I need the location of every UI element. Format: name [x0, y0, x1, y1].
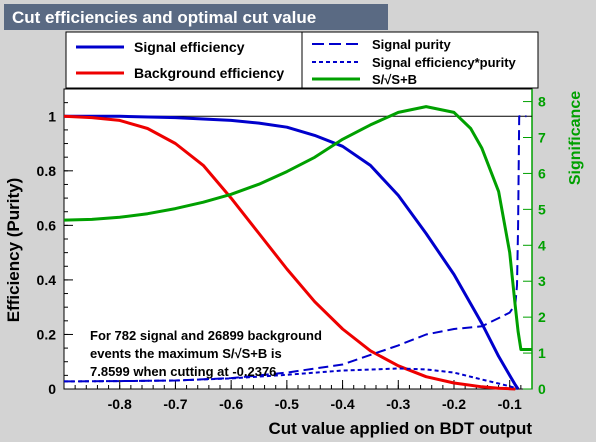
x-axis: -0.8 -0.7 -0.6 -0.5 -0.4 -0.3 -0.2 -0.1 — [63, 380, 522, 412]
y-axis-label: Efficiency (Purity) — [4, 178, 23, 323]
y2-axis-label: Significance — [567, 91, 584, 185]
series-line-1 — [63, 114, 516, 391]
chart-title: Cut efficiencies and optimal cut value — [12, 8, 316, 27]
x-tick-label-3: -0.5 — [275, 396, 299, 412]
x-axis-label: Cut value applied on BDT output — [269, 419, 533, 438]
series-line-0 — [64, 114, 520, 390]
y-tick-label-1: 0.2 — [37, 326, 57, 342]
title-box: Cut efficiencies and optimal cut value — [4, 4, 388, 30]
series-line-4 — [63, 105, 532, 351]
y-tick-label-4: 0.8 — [37, 163, 57, 179]
y-axis-left: 0 0.2 0.4 0.6 0.8 1 — [37, 102, 73, 397]
legend-label-significance: S/√S+B — [372, 72, 417, 87]
title-background — [4, 4, 388, 30]
legend-item-signal-efficiency-purity: Signal efficiency*purity — [312, 55, 517, 70]
legend: Signal efficiency Background efficiency … — [65, 31, 539, 89]
x-tick-label-4: -0.4 — [331, 396, 355, 412]
y2-tick-label-6: 6 — [538, 165, 546, 181]
legend-label-signal-purity: Signal purity — [372, 37, 452, 52]
y-tick-label-5: 1 — [48, 108, 56, 124]
y2-tick-label-2: 2 — [538, 309, 546, 325]
y2-tick-label-4: 4 — [538, 237, 546, 253]
legend-label-signal-efficiency: Signal efficiency — [134, 39, 245, 55]
y2-tick-label-1: 1 — [538, 345, 546, 361]
annotation-line-3: 7.8599 when cutting at -0.2376 — [90, 364, 276, 379]
y2-tick-label-7: 7 — [538, 130, 546, 146]
legend-label-background-efficiency: Background efficiency — [134, 65, 284, 81]
legend-label-signal-efficiency-purity: Signal efficiency*purity — [372, 55, 517, 70]
x-tick-label-6: -0.2 — [442, 396, 466, 412]
y-tick-label-0: 0 — [48, 381, 56, 397]
y2-tick-label-5: 5 — [538, 201, 546, 217]
annotation-line-2: events the maximum S/√S+B is — [90, 346, 282, 361]
y-tick-label-3: 0.6 — [37, 217, 57, 233]
y2-tick-label-0: 0 — [538, 381, 546, 397]
x-tick-label-7: -0.1 — [498, 396, 522, 412]
x-tick-label-0: -0.8 — [108, 396, 132, 412]
y-axis-right: 0 1 2 3 4 5 6 7 8 — [523, 89, 546, 397]
annotation-line-1: For 782 signal and 26899 background — [90, 328, 322, 343]
annotation: For 782 signal and 26899 background even… — [90, 328, 322, 379]
x-tick-label-5: -0.3 — [386, 396, 410, 412]
legend-item-signal-efficiency: Signal efficiency — [76, 39, 245, 55]
y-tick-label-2: 0.4 — [37, 272, 57, 288]
y2-tick-label-8: 8 — [538, 94, 546, 110]
series-layer — [63, 105, 532, 391]
legend-item-background-efficiency: Background efficiency — [76, 65, 284, 81]
plot-area — [63, 88, 533, 390]
x-tick-label-1: -0.7 — [163, 396, 187, 412]
x-tick-label-2: -0.6 — [219, 396, 243, 412]
series-line-3 — [63, 367, 519, 390]
legend-item-signal-purity: Signal purity — [312, 37, 452, 52]
legend-item-significance: S/√S+B — [312, 72, 417, 87]
y2-tick-label-3: 3 — [538, 273, 546, 289]
